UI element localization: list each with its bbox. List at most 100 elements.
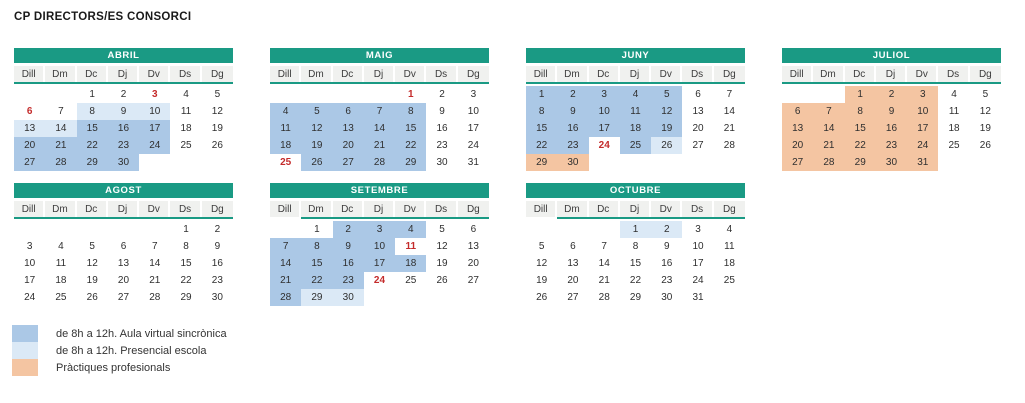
date-cell: 24 — [598, 140, 610, 151]
month-title: JULIOL — [782, 48, 1001, 63]
month-block: JULIOL Dill Dm Dc Dj Dv Ds Dg 1 2 3 4 5 6 7 8 9 10 11 12 1… — [782, 48, 1001, 171]
date-cell: 12 — [211, 106, 223, 117]
date-cell: 28 — [598, 292, 610, 303]
date-cell: 28 — [363, 154, 396, 171]
date-cell: 26 — [86, 292, 98, 303]
legend-label: Pràctiques profesionals — [56, 361, 171, 374]
date-cell: 17 — [24, 275, 36, 286]
day-header: Dc — [332, 66, 364, 82]
date-cell: 27 — [782, 154, 814, 171]
day-header: Dm — [557, 66, 589, 82]
date-cell: 10 — [24, 258, 36, 269]
day-header: Dg — [201, 201, 233, 217]
day-header: Dc — [588, 201, 620, 217]
dates-grid: 1 2 3 4 5 6 7 8 9 10 11 12 13 14 15 16 17 18 19 20 21 22 23 24 2… — [14, 221, 233, 306]
day-header: Dm — [301, 66, 333, 82]
date-cell: 7 — [58, 106, 64, 117]
date-cell: 30 — [875, 154, 908, 171]
date-cell: 24 — [139, 137, 171, 154]
date-cell: 4 — [183, 89, 189, 100]
date-cell: 11 — [180, 106, 192, 117]
day-header: Dj — [619, 66, 652, 82]
date-cell — [620, 154, 651, 171]
date-cell: 12 — [86, 258, 98, 269]
day-header: Dj — [107, 201, 140, 217]
date-cell: 23 — [661, 275, 673, 286]
dates-grid: 1 2 3 4 5 6 7 8 9 10 11 12 13 14 15 16 17 18 19 20 21 22 23 24 2… — [270, 221, 489, 306]
date-cell — [682, 154, 713, 171]
date-cell: 1 — [314, 224, 320, 235]
date-cell: 8 — [301, 238, 333, 255]
day-header: Dm — [301, 201, 333, 217]
legend-label: de 8h a 12h. Aula virtual sincrònica — [56, 327, 227, 340]
date-cell: 1 — [844, 86, 876, 103]
dates-grid: 1 2 3 4 5 6 7 8 9 10 11 12 13 14 15 16 17 18 19 20 21 22 23 24 2… — [270, 86, 489, 171]
date-cell — [970, 154, 1001, 171]
date-cell: 22 — [526, 137, 558, 154]
day-header: Ds — [938, 66, 970, 82]
date-cell: 16 — [211, 258, 223, 269]
day-header: Dj — [363, 201, 396, 217]
date-cell: 9 — [332, 238, 364, 255]
date-cell: 7 — [601, 241, 607, 252]
date-cell: 6 — [120, 241, 127, 252]
month-title: OCTUBRE — [526, 183, 745, 198]
date-cell: 2 — [332, 221, 364, 238]
date-cell: 4 — [951, 89, 957, 100]
date-cell — [77, 221, 108, 238]
day-header: Dg — [713, 201, 745, 217]
date-cell: 11 — [948, 106, 960, 117]
date-cell: 6 — [782, 103, 814, 120]
date-cell: 22 — [301, 272, 333, 289]
day-header: Dj — [107, 66, 140, 82]
date-cell: 3 — [152, 89, 158, 100]
date-cell: 2 — [214, 224, 221, 235]
date-cell: 30 — [557, 154, 589, 171]
day-header-row: Dill Dm Dc Dj Dv Ds Dg — [526, 66, 745, 82]
date-cell: 21 — [813, 137, 845, 154]
legend-item-virtual: de 8h a 12h. Aula virtual sincrònica — [12, 325, 227, 342]
date-cell: 25 — [619, 137, 652, 154]
date-cell: 18 — [180, 123, 192, 134]
date-cell: 12 — [536, 258, 548, 269]
date-cell: 29 — [76, 154, 108, 171]
date-cell — [364, 86, 395, 103]
day-header: Dm — [45, 201, 77, 217]
date-cell: 3 — [470, 89, 477, 100]
date-cell: 15 — [395, 120, 427, 137]
date-cell: 14 — [149, 258, 161, 269]
date-cell: 15 — [180, 258, 192, 269]
month-block: AGOST Dill Dm Dc Dj Dv Ds Dg 1 2 3 4 5 6 7 8 9 10 11 12 13… — [14, 183, 233, 306]
date-cell: 17 — [467, 123, 479, 134]
date-cell: 21 — [270, 272, 302, 289]
date-cell: 7 — [152, 241, 158, 252]
date-cell: 20 — [117, 275, 130, 286]
date-cell: 24 — [24, 292, 36, 303]
date-cell: 12 — [979, 106, 991, 117]
date-cell: 27 — [692, 140, 704, 151]
day-header: Dg — [713, 66, 745, 82]
date-cell — [557, 221, 588, 238]
date-cell: 18 — [619, 120, 652, 137]
date-cell: 4 — [395, 221, 427, 238]
date-cell: 2 — [557, 86, 589, 103]
day-header: Dill — [526, 201, 558, 217]
date-cell: 30 — [436, 157, 448, 168]
date-cell: 8 — [395, 103, 427, 120]
date-cell: 18 — [270, 137, 302, 154]
day-header: Dv — [907, 66, 939, 82]
date-cell — [333, 86, 364, 103]
date-cell: 12 — [436, 241, 448, 252]
legend-item-presencial: de 8h a 12h. Presencial escola — [12, 342, 227, 359]
month-block: OCTUBRE Dill Dm Dc Dj Dv Ds Dg 1 2 3 4 5 6 7 8 9 10 11 12… — [526, 183, 745, 306]
date-cell: 13 — [117, 258, 130, 269]
date-cell: 30 — [107, 154, 140, 171]
date-cell: 13 — [782, 120, 814, 137]
date-cell: 24 — [907, 137, 939, 154]
month-block: MAIG Dill Dm Dc Dj Dv Ds Dg 1 2 3 4 5 6 7 8 9 10 11 12 13 1… — [270, 48, 489, 171]
day-header: Ds — [170, 66, 202, 82]
date-cell: 18 — [948, 123, 960, 134]
day-header: Dg — [457, 201, 489, 217]
date-cell: 20 — [14, 137, 46, 154]
